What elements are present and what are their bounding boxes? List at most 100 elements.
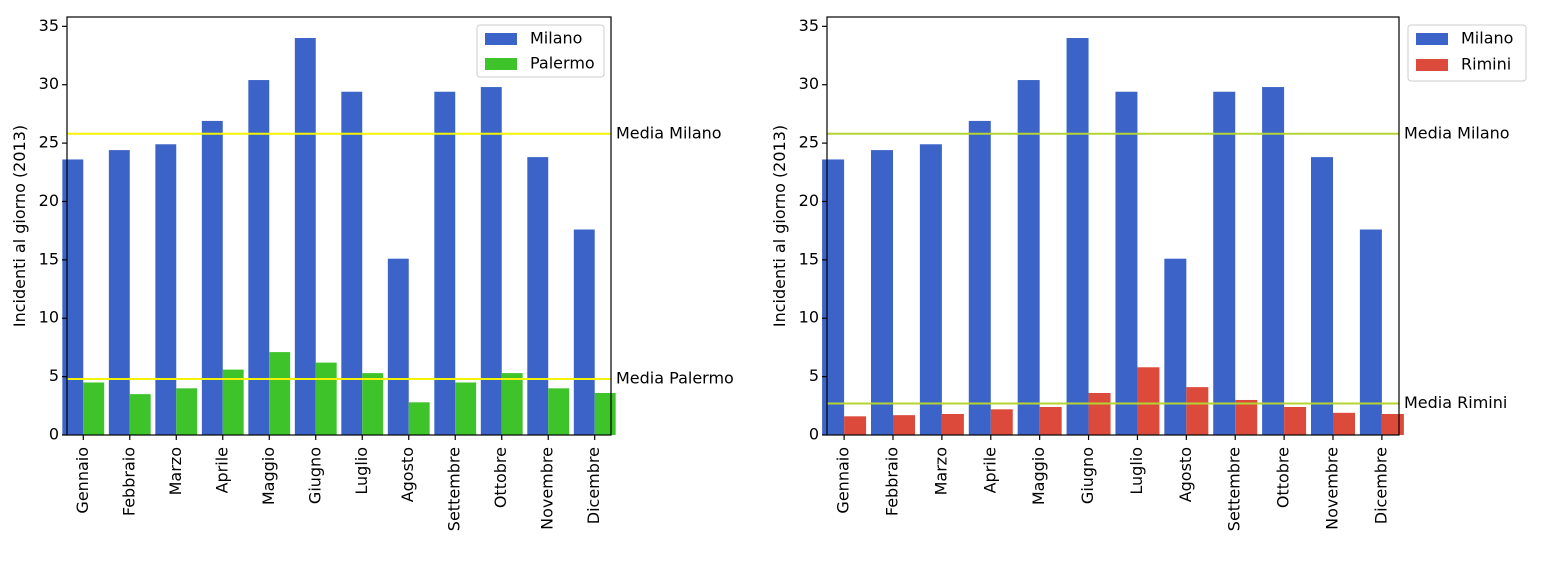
bar-rimini-luglio xyxy=(1137,367,1160,435)
bar-milano-maggio xyxy=(248,80,270,436)
y-tick-label: 15 xyxy=(39,249,59,268)
bar-milano-maggio xyxy=(1017,80,1040,436)
legend-label-milano: Milano xyxy=(530,29,582,48)
x-tick-label: Dicembre xyxy=(584,447,603,524)
x-tick-label: Settembre xyxy=(445,447,464,531)
bar-milano-aprile xyxy=(201,120,223,436)
y-axis-label: Incidenti al giorno (2013) xyxy=(10,125,29,327)
y-tick-label: 0 xyxy=(809,425,819,444)
x-tick-label: Gennaio xyxy=(73,447,92,514)
bar-milano-marzo xyxy=(919,144,942,435)
bar-palermo-maggio xyxy=(269,352,291,435)
legend-swatch-palermo xyxy=(485,58,517,70)
bar-rimini-febbraio xyxy=(893,415,915,435)
y-tick-label: 20 xyxy=(39,191,59,210)
plot-frame xyxy=(826,16,1400,436)
bar-milano-novembre xyxy=(1311,157,1333,436)
bar-rimini-aprile xyxy=(990,409,1013,435)
chart-1: Media Milano Media Palermo 0 5 10 15 20 25 30 35 G… xyxy=(10,16,734,531)
bar-milano-ottobre xyxy=(1262,87,1285,435)
bar-rimini-gennaio xyxy=(844,416,867,435)
bar-rimini-ottobre xyxy=(1284,406,1307,435)
bar-rimini-settembre xyxy=(1235,399,1258,435)
chart-2: Media Milano Media Rimini 0 5 10 15 20 25 30 35 Ge… xyxy=(770,16,1527,531)
bar-milano-dicembre xyxy=(573,229,595,435)
bar-milano-febbraio xyxy=(108,150,130,436)
x-tick-label: Ottobre xyxy=(491,447,510,508)
x-tick-label: Aprile xyxy=(980,447,999,493)
bar-rimini-novembre xyxy=(1333,412,1355,435)
legend-label-milano: Milano xyxy=(1461,29,1513,48)
bar-milano-ottobre xyxy=(480,87,502,435)
x-tick-label: Febbraio xyxy=(119,447,138,516)
x-tick-label: Aprile xyxy=(212,447,231,493)
bar-milano-gennaio xyxy=(62,159,84,435)
legend-swatch-milano xyxy=(1416,33,1448,45)
bar-milano-settembre xyxy=(434,91,456,435)
bar-palermo-ottobre xyxy=(501,373,523,435)
y-tick-label: 30 xyxy=(39,74,59,93)
y-axis-label: Incidenti al giorno (2013) xyxy=(770,125,789,327)
y-tick-label: 20 xyxy=(799,191,819,210)
y-tick-label: 5 xyxy=(49,366,59,385)
bar-palermo-marzo xyxy=(176,388,198,435)
legend-swatch-milano xyxy=(485,33,517,45)
bar-milano-novembre xyxy=(527,157,549,436)
legend: Milano Rimini xyxy=(1407,24,1527,82)
bar-milano-luglio xyxy=(1115,91,1138,435)
bar-palermo-giugno xyxy=(315,362,337,435)
bar-palermo-dicembre xyxy=(594,392,616,435)
y-tick-label: 0 xyxy=(49,425,59,444)
y-tick-label: 35 xyxy=(799,16,819,35)
bar-palermo-luglio xyxy=(362,373,384,435)
bar-rimini-maggio xyxy=(1039,406,1062,435)
bar-milano-marzo xyxy=(155,144,177,435)
bar-palermo-agosto xyxy=(408,402,430,435)
bar-milano-aprile xyxy=(968,120,991,436)
bar-palermo-settembre xyxy=(455,382,477,435)
bar-palermo-gennaio xyxy=(83,382,105,435)
legend: Milano Palermo xyxy=(476,24,605,78)
bar-rimini-agosto xyxy=(1186,387,1209,435)
x-tick-label: Marzo xyxy=(166,447,185,495)
bar-milano-luglio xyxy=(341,91,363,435)
x-tick-label: Luglio xyxy=(1127,447,1146,495)
x-tick-label: Novembre xyxy=(538,447,557,530)
y-tick-label: 15 xyxy=(799,249,819,268)
bar-milano-giugno xyxy=(294,38,316,436)
x-tick-label: Settembre xyxy=(1225,447,1244,531)
bar-palermo-novembre xyxy=(548,388,570,435)
y-tick-label: 10 xyxy=(799,308,819,327)
x-tick-label: Maggio xyxy=(1029,447,1048,505)
x-tick-label: Agosto xyxy=(398,447,417,502)
x-tick-label: Gennaio xyxy=(834,447,853,514)
x-tick-label: Maggio xyxy=(259,447,278,505)
bar-milano-dicembre xyxy=(1359,229,1382,435)
reference-line-label-2: Media Rimini xyxy=(1404,393,1507,412)
y-tick-label: 35 xyxy=(39,16,59,35)
x-tick-label: Ottobre xyxy=(1274,447,1293,508)
x-tick-label: Luglio xyxy=(352,447,371,495)
bar-rimini-dicembre xyxy=(1381,413,1404,435)
bar-milano-settembre xyxy=(1213,91,1236,435)
bar-milano-agosto xyxy=(387,258,409,435)
bar-milano-agosto xyxy=(1164,258,1187,435)
x-tick-label: Giugno xyxy=(1078,447,1097,504)
bar-milano-febbraio xyxy=(871,150,893,436)
reference-line-label-1: Media Milano xyxy=(1404,123,1510,142)
x-tick-label: Novembre xyxy=(1323,447,1342,530)
x-tick-label: Febbraio xyxy=(883,447,902,516)
reference-line-label-2: Media Palermo xyxy=(616,368,734,387)
y-tick-label: 10 xyxy=(39,308,59,327)
bar-palermo-aprile xyxy=(222,369,244,435)
y-tick-label: 25 xyxy=(799,133,819,152)
bar-milano-gennaio xyxy=(822,159,845,435)
x-tick-label: Marzo xyxy=(931,447,950,495)
legend-label-palermo: Palermo xyxy=(530,54,595,73)
y-tick-label: 5 xyxy=(809,366,819,385)
x-tick-label: Dicembre xyxy=(1371,447,1390,524)
bar-rimini-giugno xyxy=(1088,392,1111,435)
plot-frame xyxy=(66,16,612,436)
reference-line-label-1: Media Milano xyxy=(616,123,722,142)
legend-swatch-rimini xyxy=(1416,59,1448,71)
